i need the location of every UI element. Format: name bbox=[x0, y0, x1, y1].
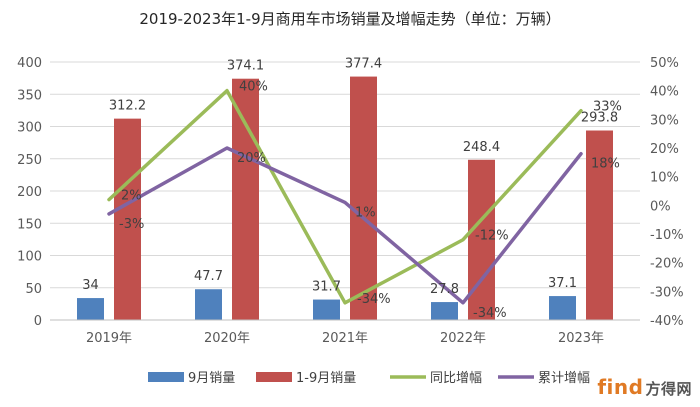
line-data-label: 33% bbox=[593, 100, 622, 115]
bar-data-label: 248.4 bbox=[463, 140, 500, 155]
series-line bbox=[107, 146, 583, 305]
bar-data-label: 377.4 bbox=[345, 57, 382, 72]
axes: 0 50 100 150 200 250 300 350 400 -40% -30% -20% -10%… bbox=[17, 56, 683, 346]
legend-label: 同比增幅 bbox=[430, 371, 482, 386]
data-labels: 34 47.7 31.7 27.8 37.1 312.2 374.1 377.4 248.4 29… bbox=[82, 57, 622, 321]
bar bbox=[350, 76, 377, 321]
bar bbox=[431, 302, 458, 320]
x-axis-tick-label: 2020年 bbox=[204, 331, 250, 346]
right-axis-tick-label: -40% bbox=[650, 314, 684, 329]
watermark-logo: find 方得网 bbox=[597, 375, 692, 399]
lines bbox=[107, 88, 583, 305]
left-axis-tick-label: 200 bbox=[17, 185, 42, 200]
line-data-label: 18% bbox=[591, 157, 620, 172]
line-data-label: -12% bbox=[475, 229, 509, 244]
right-axis-tick-label: -10% bbox=[650, 228, 684, 243]
right-axis-tick-label: -20% bbox=[650, 257, 684, 272]
bar bbox=[77, 298, 104, 320]
x-axis-tick-label: 2022年 bbox=[440, 331, 486, 346]
bars bbox=[77, 76, 613, 321]
legend-swatch bbox=[148, 372, 184, 382]
bar bbox=[586, 130, 613, 320]
left-axis-tick-label: 100 bbox=[17, 250, 42, 265]
line-data-label: 40% bbox=[239, 80, 268, 95]
right-axis-tick-label: 0% bbox=[650, 199, 671, 214]
line-data-label: -34% bbox=[473, 306, 507, 321]
chart-title: 2019-2023年1-9月商用车市场销量及增幅走势（单位：万辆） bbox=[139, 10, 560, 28]
bar bbox=[195, 289, 222, 320]
bar-data-label: 47.7 bbox=[194, 269, 223, 284]
bar bbox=[232, 78, 259, 320]
bar-data-label: 27.8 bbox=[430, 282, 459, 297]
legend-label: 1-9月销量 bbox=[296, 371, 356, 386]
watermark-main: find bbox=[597, 375, 644, 399]
bar-data-label: 37.1 bbox=[548, 276, 577, 291]
bar bbox=[549, 296, 576, 320]
right-axis-tick-label: 40% bbox=[650, 85, 679, 100]
line-data-label: 20% bbox=[237, 151, 266, 166]
left-axis-tick-label: 0 bbox=[34, 314, 42, 329]
bar-data-label: 293.8 bbox=[581, 110, 618, 125]
left-axis-tick-label: 250 bbox=[17, 153, 42, 168]
line-data-label: 2% bbox=[121, 189, 142, 204]
bar-data-label: 31.7 bbox=[312, 280, 341, 295]
legend-swatch bbox=[256, 372, 292, 382]
line-data-label: -34% bbox=[357, 292, 391, 307]
bar-data-label: 374.1 bbox=[227, 59, 264, 74]
x-axis-tick-label: 2021年 bbox=[322, 331, 368, 346]
legend-label: 累计增幅 bbox=[538, 371, 590, 386]
right-axis-tick-label: 10% bbox=[650, 171, 679, 186]
bar-data-label: 312.2 bbox=[109, 99, 146, 114]
legend: 9月销量 1-9月销量 同比增幅 累计增幅 bbox=[148, 371, 590, 386]
line-data-label: 1% bbox=[355, 205, 376, 220]
right-axis-tick-label: 50% bbox=[650, 56, 679, 71]
watermark-sub: 方得网 bbox=[645, 380, 692, 398]
x-axis-tick-label: 2019年 bbox=[86, 331, 132, 346]
line-data-label: -3% bbox=[119, 217, 144, 232]
left-axis-tick-label: 300 bbox=[17, 121, 42, 136]
left-axis-tick-label: 50 bbox=[25, 282, 42, 297]
right-axis-tick-label: 30% bbox=[650, 113, 679, 128]
bar bbox=[313, 299, 340, 320]
left-axis-tick-label: 400 bbox=[17, 56, 42, 71]
left-axis-tick-label: 350 bbox=[17, 88, 42, 103]
right-axis-tick-label: -30% bbox=[650, 285, 684, 300]
right-axis-tick-label: 20% bbox=[650, 142, 679, 157]
bar-data-label: 34 bbox=[82, 278, 99, 293]
x-axis-tick-label: 2023年 bbox=[558, 331, 604, 346]
legend-label: 9月销量 bbox=[188, 371, 235, 386]
left-axis-tick-label: 150 bbox=[17, 217, 42, 232]
series-line bbox=[107, 88, 583, 305]
bar bbox=[114, 118, 141, 320]
